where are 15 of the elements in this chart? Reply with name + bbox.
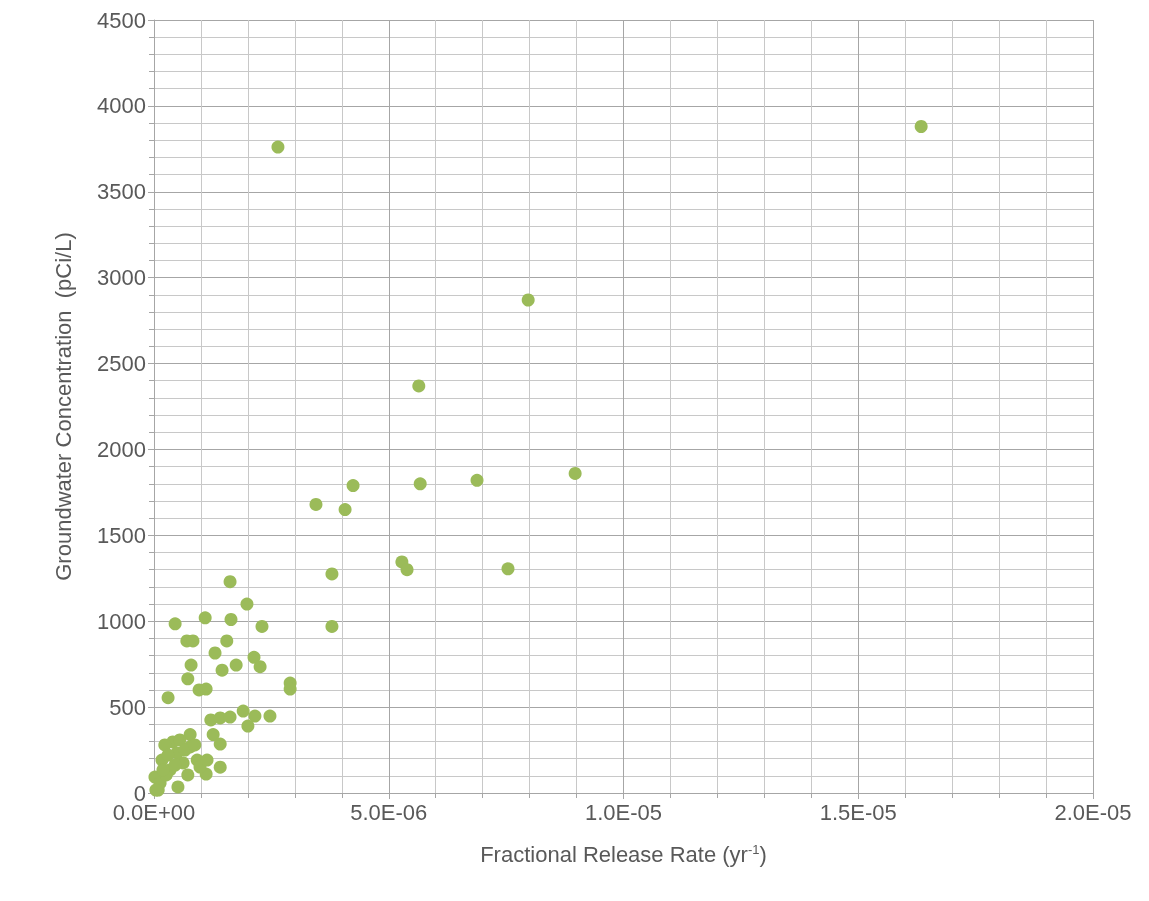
y-tick-label: 2000 [97, 436, 146, 462]
y-tick-label: 3500 [97, 179, 146, 205]
x-tick-label: 5.0E-06 [350, 799, 428, 825]
x-tick-label: 1.5E-05 [819, 799, 897, 825]
y-tick-label: 4000 [97, 93, 146, 119]
y-tick-label: 0 [133, 780, 146, 806]
y-tick-label: 1000 [97, 608, 146, 634]
y-axis-title: Groundwater Concentration (pCi/L) [50, 232, 76, 581]
y-tick-label: 4500 [97, 7, 146, 33]
y-tick-label: 3000 [97, 265, 146, 291]
y-tick-label: 500 [109, 694, 146, 720]
x-tick-label: 2.0E-05 [1054, 799, 1132, 825]
y-tick-label: 1500 [97, 522, 146, 548]
x-tick-label: 1.0E-05 [584, 799, 663, 825]
y-tick-label: 2500 [97, 351, 146, 377]
